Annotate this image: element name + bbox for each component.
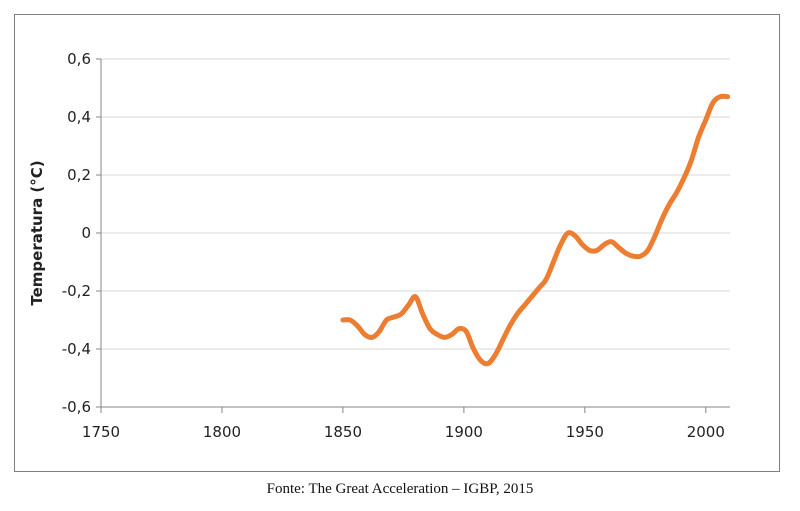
temperature-series-line: [340, 93, 731, 367]
y-tick-label: 0,6: [67, 50, 91, 68]
y-axis-title: Temperatura (°C): [28, 160, 46, 305]
chart-frame: 0,6 0,4 0,2 0 -0,2 -0,4 -0,6 1750 1800 1850 1900 1…: [14, 14, 780, 472]
y-tick-label: -0,2: [62, 282, 91, 300]
x-tick-label: 1900: [445, 423, 483, 441]
y-tick-label: -0,6: [62, 398, 91, 416]
y-tick-label: 0,2: [67, 166, 91, 184]
temperature-chart: 0,60,40,20-0,2-0,4-0,6 1750 1800 1850 1900 1…: [28, 50, 731, 441]
y-tick-label: 0,4: [67, 108, 91, 126]
x-tick-label: 1750: [82, 423, 120, 441]
y-tick-labels: 0,6 0,4 0,2 0 -0,2 -0,4 -0,6: [62, 50, 91, 416]
x-tick-labels: 1750 1800 1850 1900 1950 2000: [82, 423, 725, 441]
x-tick-label: 1950: [566, 423, 604, 441]
y-tick-label: 0: [81, 224, 91, 242]
axes: [96, 58, 730, 413]
x-tick-label: 1800: [203, 423, 241, 441]
series-layer: [340, 93, 731, 367]
gridlines: [101, 58, 730, 350]
source-caption: Fonte: The Great Acceleration – IGBP, 20…: [266, 481, 534, 497]
x-tick-label: 2000: [687, 423, 725, 441]
y-tick-label: -0,4: [62, 340, 91, 358]
x-tick-label: 1850: [324, 423, 362, 441]
